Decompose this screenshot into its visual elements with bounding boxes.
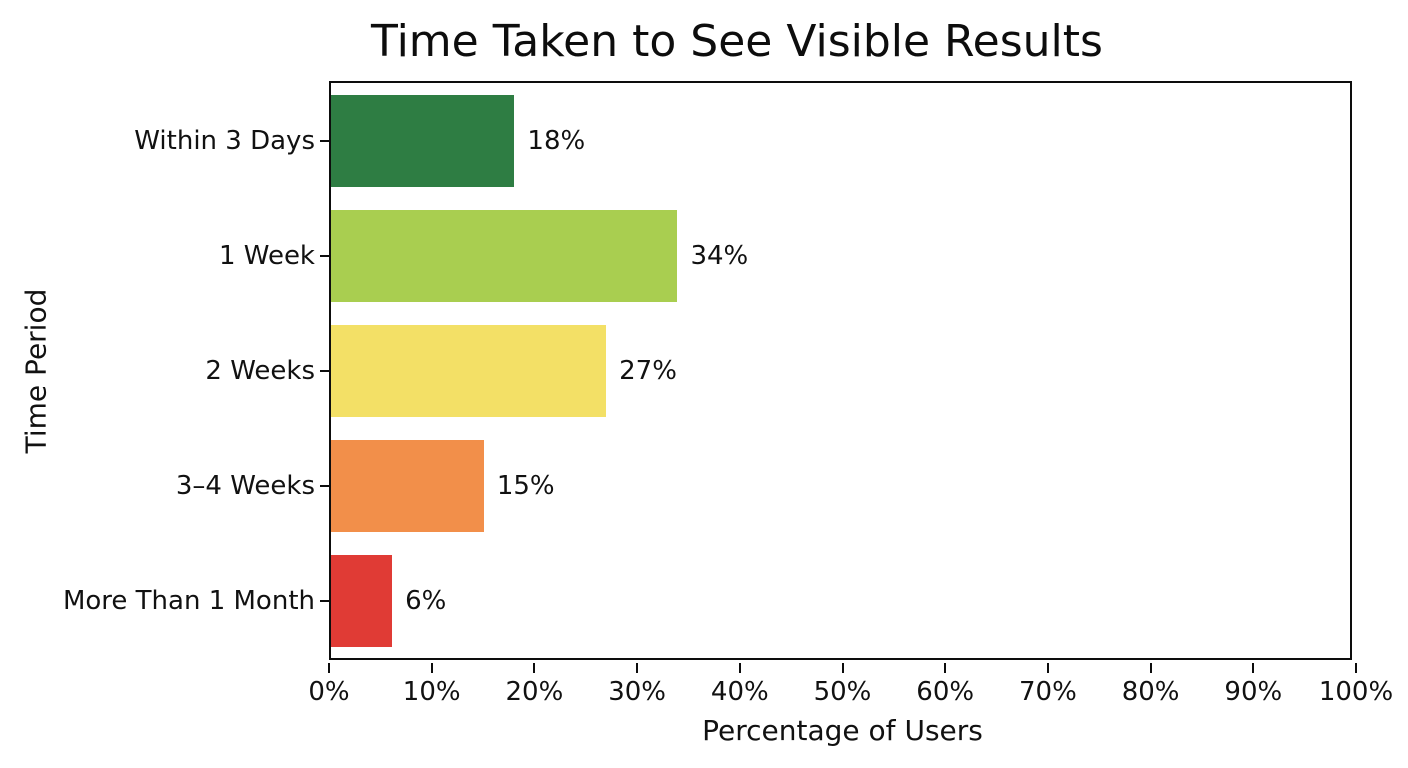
bar-row: 1 Week 34% xyxy=(219,198,1350,313)
y-axis-tick xyxy=(320,484,329,487)
x-tick-label: 30% xyxy=(608,677,666,707)
category-label: 1 Week xyxy=(218,240,315,271)
plot-area: Within 3 Days 18% 1 Week 34% 2 Weeks 27% 3–4 W… xyxy=(63,81,1352,660)
x-axis-tick-mark xyxy=(1046,663,1049,673)
bars-container: Within 3 Days 18% 1 Week 34% 2 Weeks 27% 3–4 W… xyxy=(63,83,1350,658)
bar xyxy=(331,439,484,532)
x-tick-label: 10% xyxy=(402,677,461,707)
value-label: 34% xyxy=(690,240,749,271)
category-label: 3–4 Weeks xyxy=(175,470,315,501)
x-tick-label: 40% xyxy=(710,677,769,707)
category-label: Within 3 Days xyxy=(134,125,315,156)
x-axis-tick-mark xyxy=(1252,663,1255,673)
x-axis-tick-mark xyxy=(636,663,639,673)
y-axis-tick xyxy=(320,139,329,142)
y-axis-tick xyxy=(320,254,329,257)
x-axis-tick-mark xyxy=(533,663,536,673)
x-axis-label: Percentage of Users xyxy=(702,714,983,747)
x-axis-tick-mark xyxy=(328,663,330,673)
chart-title: Time Taken to See Visible Results xyxy=(371,16,1103,67)
x-axis-tick-mark xyxy=(944,663,947,673)
x-tick-label: 50% xyxy=(813,677,872,707)
x-axis-tick-mark xyxy=(738,663,741,673)
y-axis-tick xyxy=(320,599,329,602)
category-label: 2 Weeks xyxy=(205,355,315,386)
bar xyxy=(331,209,678,302)
x-axis-ticks: 0% 10% 20% 30% 40% 50% 60% 70% 80% 90% 100% xyxy=(308,663,1393,723)
x-axis-tick-mark xyxy=(1355,663,1357,673)
bar xyxy=(331,324,607,417)
x-axis-tick-mark xyxy=(841,663,844,673)
bar xyxy=(331,554,393,647)
x-tick-label: 60% xyxy=(916,677,975,707)
value-label: 18% xyxy=(527,125,586,156)
value-label: 15% xyxy=(496,470,555,501)
bar-row: Within 3 Days 18% xyxy=(134,83,1350,198)
x-tick-label: 90% xyxy=(1224,677,1283,707)
x-tick-label: 80% xyxy=(1121,677,1180,707)
y-axis-tick xyxy=(320,369,329,372)
y-axis-label: Time Period xyxy=(19,288,53,454)
bar-row: More Than 1 Month 6% xyxy=(63,543,1350,658)
bar-row: 3–4 Weeks 15% xyxy=(176,428,1350,543)
x-tick-label: 70% xyxy=(1018,677,1077,707)
x-axis-tick-mark xyxy=(1149,663,1152,673)
bar xyxy=(331,94,515,187)
x-tick-label: 0% xyxy=(308,677,350,707)
value-label: 6% xyxy=(405,585,447,616)
category-label: More Than 1 Month xyxy=(62,585,315,616)
x-tick-label: 100% xyxy=(1318,677,1394,707)
x-axis-tick-mark xyxy=(430,663,433,673)
bar-row: 2 Weeks 27% xyxy=(205,313,1350,428)
value-label: 27% xyxy=(619,355,677,386)
x-tick-label: 20% xyxy=(505,677,564,707)
